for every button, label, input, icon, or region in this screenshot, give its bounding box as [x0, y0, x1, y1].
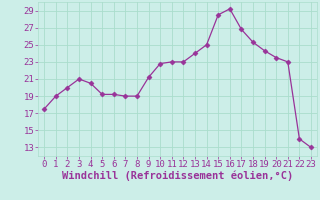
X-axis label: Windchill (Refroidissement éolien,°C): Windchill (Refroidissement éolien,°C): [62, 171, 293, 181]
